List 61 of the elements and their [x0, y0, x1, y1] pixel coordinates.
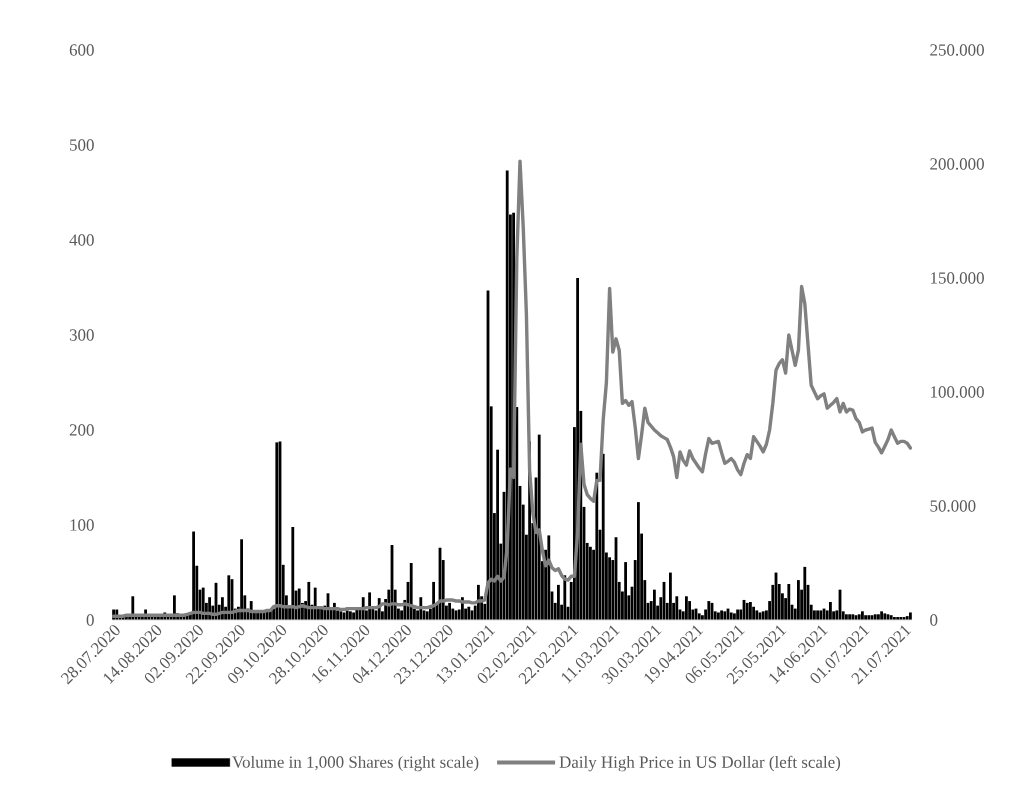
bar: [601, 453, 605, 620]
y2-tick-label: 100.000: [931, 386, 984, 398]
bar: [313, 587, 317, 620]
y-tick-label: 500: [70, 139, 94, 151]
legend-label: Volume in 1,000 Shares (right scale): [232, 755, 479, 772]
bar: [653, 589, 656, 620]
bar: [608, 557, 612, 620]
bar: [877, 614, 880, 620]
bar: [749, 601, 752, 620]
bar: [537, 434, 541, 620]
bar: [729, 612, 733, 620]
bar: [448, 602, 452, 620]
y-tick-label: 200: [69, 424, 94, 436]
bar: [589, 546, 592, 620]
y-tick-label: 400: [69, 234, 94, 246]
bar: [595, 472, 599, 620]
bar: [861, 611, 864, 620]
bar: [816, 610, 820, 620]
bar: [624, 562, 628, 620]
bar: [717, 612, 720, 620]
bar: [637, 502, 640, 620]
bar: [467, 606, 471, 620]
bar: [685, 596, 688, 620]
bar: [291, 526, 295, 620]
bar: [307, 581, 311, 620]
y-tick-label: 300: [69, 329, 94, 341]
bar: [547, 535, 551, 620]
y-tick-label: 600: [69, 44, 94, 56]
y-tick-label: 0: [86, 614, 94, 626]
bar: [733, 613, 736, 620]
bar: [787, 583, 791, 620]
bar: [192, 531, 196, 620]
bar: [845, 614, 848, 620]
bar: [720, 610, 724, 620]
bar: [240, 539, 244, 620]
y2-tick-label: 200.000: [930, 158, 984, 170]
bar: [803, 566, 807, 620]
bar: [752, 606, 756, 620]
bar: [352, 612, 356, 620]
bar: [557, 584, 560, 620]
bar: [909, 612, 912, 620]
bar: [697, 613, 701, 620]
legend-label: Daily High Price in US Dollar (left scale): [559, 755, 841, 772]
bar: [848, 614, 852, 620]
bar: [829, 601, 832, 620]
bar: [409, 563, 413, 620]
bar: [675, 596, 679, 620]
y2-tick-label: 250.000: [930, 44, 984, 56]
y2-tick-label: 50.000: [930, 500, 976, 512]
bar: [669, 572, 672, 620]
bar: [880, 611, 884, 620]
bar: [797, 580, 800, 620]
bar: [563, 575, 567, 620]
y2-tick-label: 150.000: [931, 272, 984, 284]
bar: [349, 611, 352, 620]
bar: [496, 449, 500, 620]
y-tick-label: 100: [70, 519, 94, 531]
bar: [227, 575, 231, 620]
bar: [864, 615, 868, 620]
y2-tick-label: 0: [930, 614, 938, 626]
bar: [736, 609, 740, 620]
